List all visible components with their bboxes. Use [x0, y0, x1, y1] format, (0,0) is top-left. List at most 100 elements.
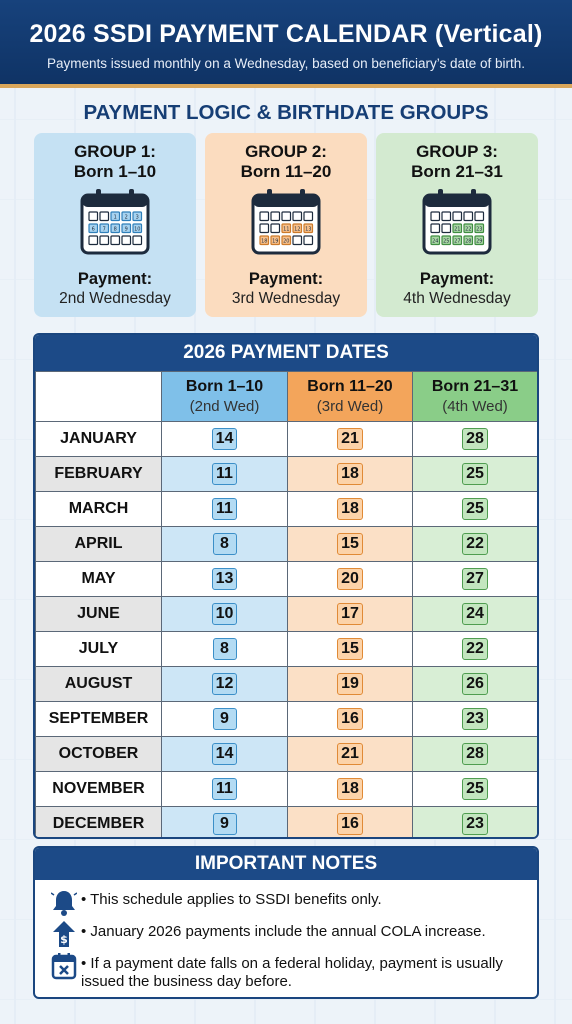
calendar-day-number: 27	[454, 239, 460, 245]
date-chip: 13	[211, 568, 238, 590]
date-chip: 8	[212, 638, 237, 660]
payment-day: 2nd Wednesday	[59, 290, 171, 307]
column-label: Born 1–10	[185, 377, 264, 395]
date-chip: 14	[211, 743, 238, 765]
date-cell-group-1: 11	[161, 456, 288, 492]
date-chip: 14	[211, 428, 238, 450]
date-cell-group-1: 12	[161, 666, 288, 702]
date-chip: 16	[337, 813, 363, 835]
date-chip: 25	[462, 463, 488, 485]
date-chip: 27	[462, 568, 488, 590]
table-row: APRIL 8 15 22	[35, 526, 537, 562]
calendar-day-cell	[303, 235, 314, 246]
calendar-icon: 21 22 23 24 25 27 28 29	[422, 189, 492, 255]
calendar-day-number: 10	[134, 227, 140, 233]
date-chip: 11	[212, 463, 237, 485]
payment-dates-table: Born 1–10 (2nd Wed) Born 11–20 (3rd Wed)…	[35, 371, 537, 837]
calendar-day-number: 13	[305, 227, 311, 233]
note-text: • This schedule applies to SSDI benefits…	[81, 891, 382, 908]
column-header-group-2: Born 11–20 (3rd Wed)	[287, 371, 413, 422]
calendar-icon: 1 2 3 6 7 8 9 10	[80, 189, 150, 255]
calendar-day-cell	[430, 211, 441, 222]
table-row: MARCH 11 18 25	[35, 491, 537, 527]
table-header-row: Born 1–10 (2nd Wed) Born 11–20 (3rd Wed)…	[35, 371, 537, 422]
date-chip: 11	[212, 778, 237, 800]
group-title: GROUP 1:	[74, 142, 156, 161]
calendar-day-cell	[132, 223, 143, 234]
calendar-day-cell	[474, 223, 485, 234]
note-item: $ • January 2026 payments include the an…	[51, 920, 521, 948]
date-cell-group-1: 14	[161, 421, 288, 457]
calendar-day-cell	[303, 223, 314, 234]
calendar-day-cell	[132, 211, 143, 222]
calendar-day-cell	[88, 223, 99, 234]
payment-label: Payment:	[419, 270, 495, 288]
payment-day: 4th Wednesday	[403, 290, 511, 307]
date-chip: 24	[462, 603, 488, 625]
calendar-day-cell	[99, 235, 110, 246]
date-chip: 10	[211, 603, 238, 625]
calendar-day-cell	[452, 223, 463, 234]
date-chip: 18	[337, 463, 363, 485]
calendar-day-cell	[259, 211, 270, 222]
calendar-day-cell	[474, 235, 485, 246]
table-row: OCTOBER 14 21 28	[35, 736, 537, 772]
column-label: Born 21–31	[431, 377, 519, 395]
date-cell-group-3: 22	[412, 631, 537, 667]
column-label: Born 11–20	[307, 377, 393, 395]
table-row: JANUARY 14 21 28	[35, 421, 537, 457]
calendar-day-number: 11	[283, 227, 289, 233]
date-chip: 28	[462, 428, 488, 450]
date-cell-group-2: 15	[287, 526, 413, 562]
month-cell: JUNE	[35, 596, 162, 632]
calendar-day-number: 29	[476, 239, 482, 245]
calendar-day-number: 21	[454, 227, 460, 233]
table-row: FEBRUARY 11 18 25	[35, 456, 537, 492]
date-cell-group-1: 11	[161, 771, 288, 807]
date-chip: 25	[462, 778, 488, 800]
date-chip: 11	[212, 498, 237, 520]
date-chip: 28	[462, 743, 488, 765]
calendar-day-cell	[270, 211, 281, 222]
note-item: • This schedule applies to SSDI benefits…	[51, 888, 521, 916]
date-cell-group-1: 10	[161, 596, 288, 632]
calendar-day-cell	[430, 223, 441, 234]
calendar-day-cell	[88, 235, 99, 246]
bell-icon	[51, 891, 77, 916]
date-chip: 22	[462, 533, 488, 555]
group-title: GROUP 2:	[245, 142, 327, 161]
month-cell: JANUARY	[35, 421, 162, 457]
month-cell: OCTOBER	[35, 736, 162, 772]
date-cell-group-1: 13	[161, 561, 288, 597]
month-cell: SEPTEMBER	[35, 701, 162, 737]
month-cell: AUGUST	[35, 666, 162, 702]
svg-text:$: $	[60, 933, 68, 946]
calendar-day-number: 9	[125, 227, 128, 233]
column-sublabel: (3rd Wed)	[316, 397, 384, 415]
date-cell-group-2: 16	[287, 701, 413, 737]
group-card-2: GROUP 2: Born 11–20 11 12 13 18 19 20 Payment…	[205, 133, 367, 317]
date-chip: 21	[337, 428, 363, 450]
calendar-day-cell	[88, 211, 99, 222]
notes-title: IMPORTANT NOTES	[35, 848, 537, 880]
date-chip: 25	[462, 498, 488, 520]
column-header-group-1: Born 1–10 (2nd Wed)	[161, 371, 288, 422]
note-item: • If a payment date falls on a federal h…	[51, 952, 521, 991]
date-cell-group-3: 26	[412, 666, 537, 702]
column-header-group-3: Born 21–31 (4th Wed)	[412, 371, 537, 422]
calendar-day-number: 18	[261, 239, 267, 245]
calendar-day-cell	[281, 235, 292, 246]
payment-dates-table-card: 2026 PAYMENT DATES Born 1–10 (2nd Wed) B…	[33, 333, 539, 839]
calendar-day-cell	[441, 235, 452, 246]
month-cell: FEBRUARY	[35, 456, 162, 492]
calendar-day-number: 23	[476, 227, 482, 233]
column-sublabel: (4th Wed)	[442, 397, 508, 415]
logic-section-title: PAYMENT LOGIC & BIRTHDATE GROUPS	[83, 101, 489, 124]
calendar-day-number: 24	[432, 239, 438, 245]
date-cell-group-3: 24	[412, 596, 537, 632]
calendar-day-cell	[132, 235, 143, 246]
calendar-day-cell	[99, 223, 110, 234]
calendar-day-cell	[99, 211, 110, 222]
group-card-1: GROUP 1: Born 1–10 1 2 3 6 7 8 9 10 Payment: 2n…	[34, 133, 196, 317]
note-text: • If a payment date falls on a federal h…	[81, 955, 503, 990]
